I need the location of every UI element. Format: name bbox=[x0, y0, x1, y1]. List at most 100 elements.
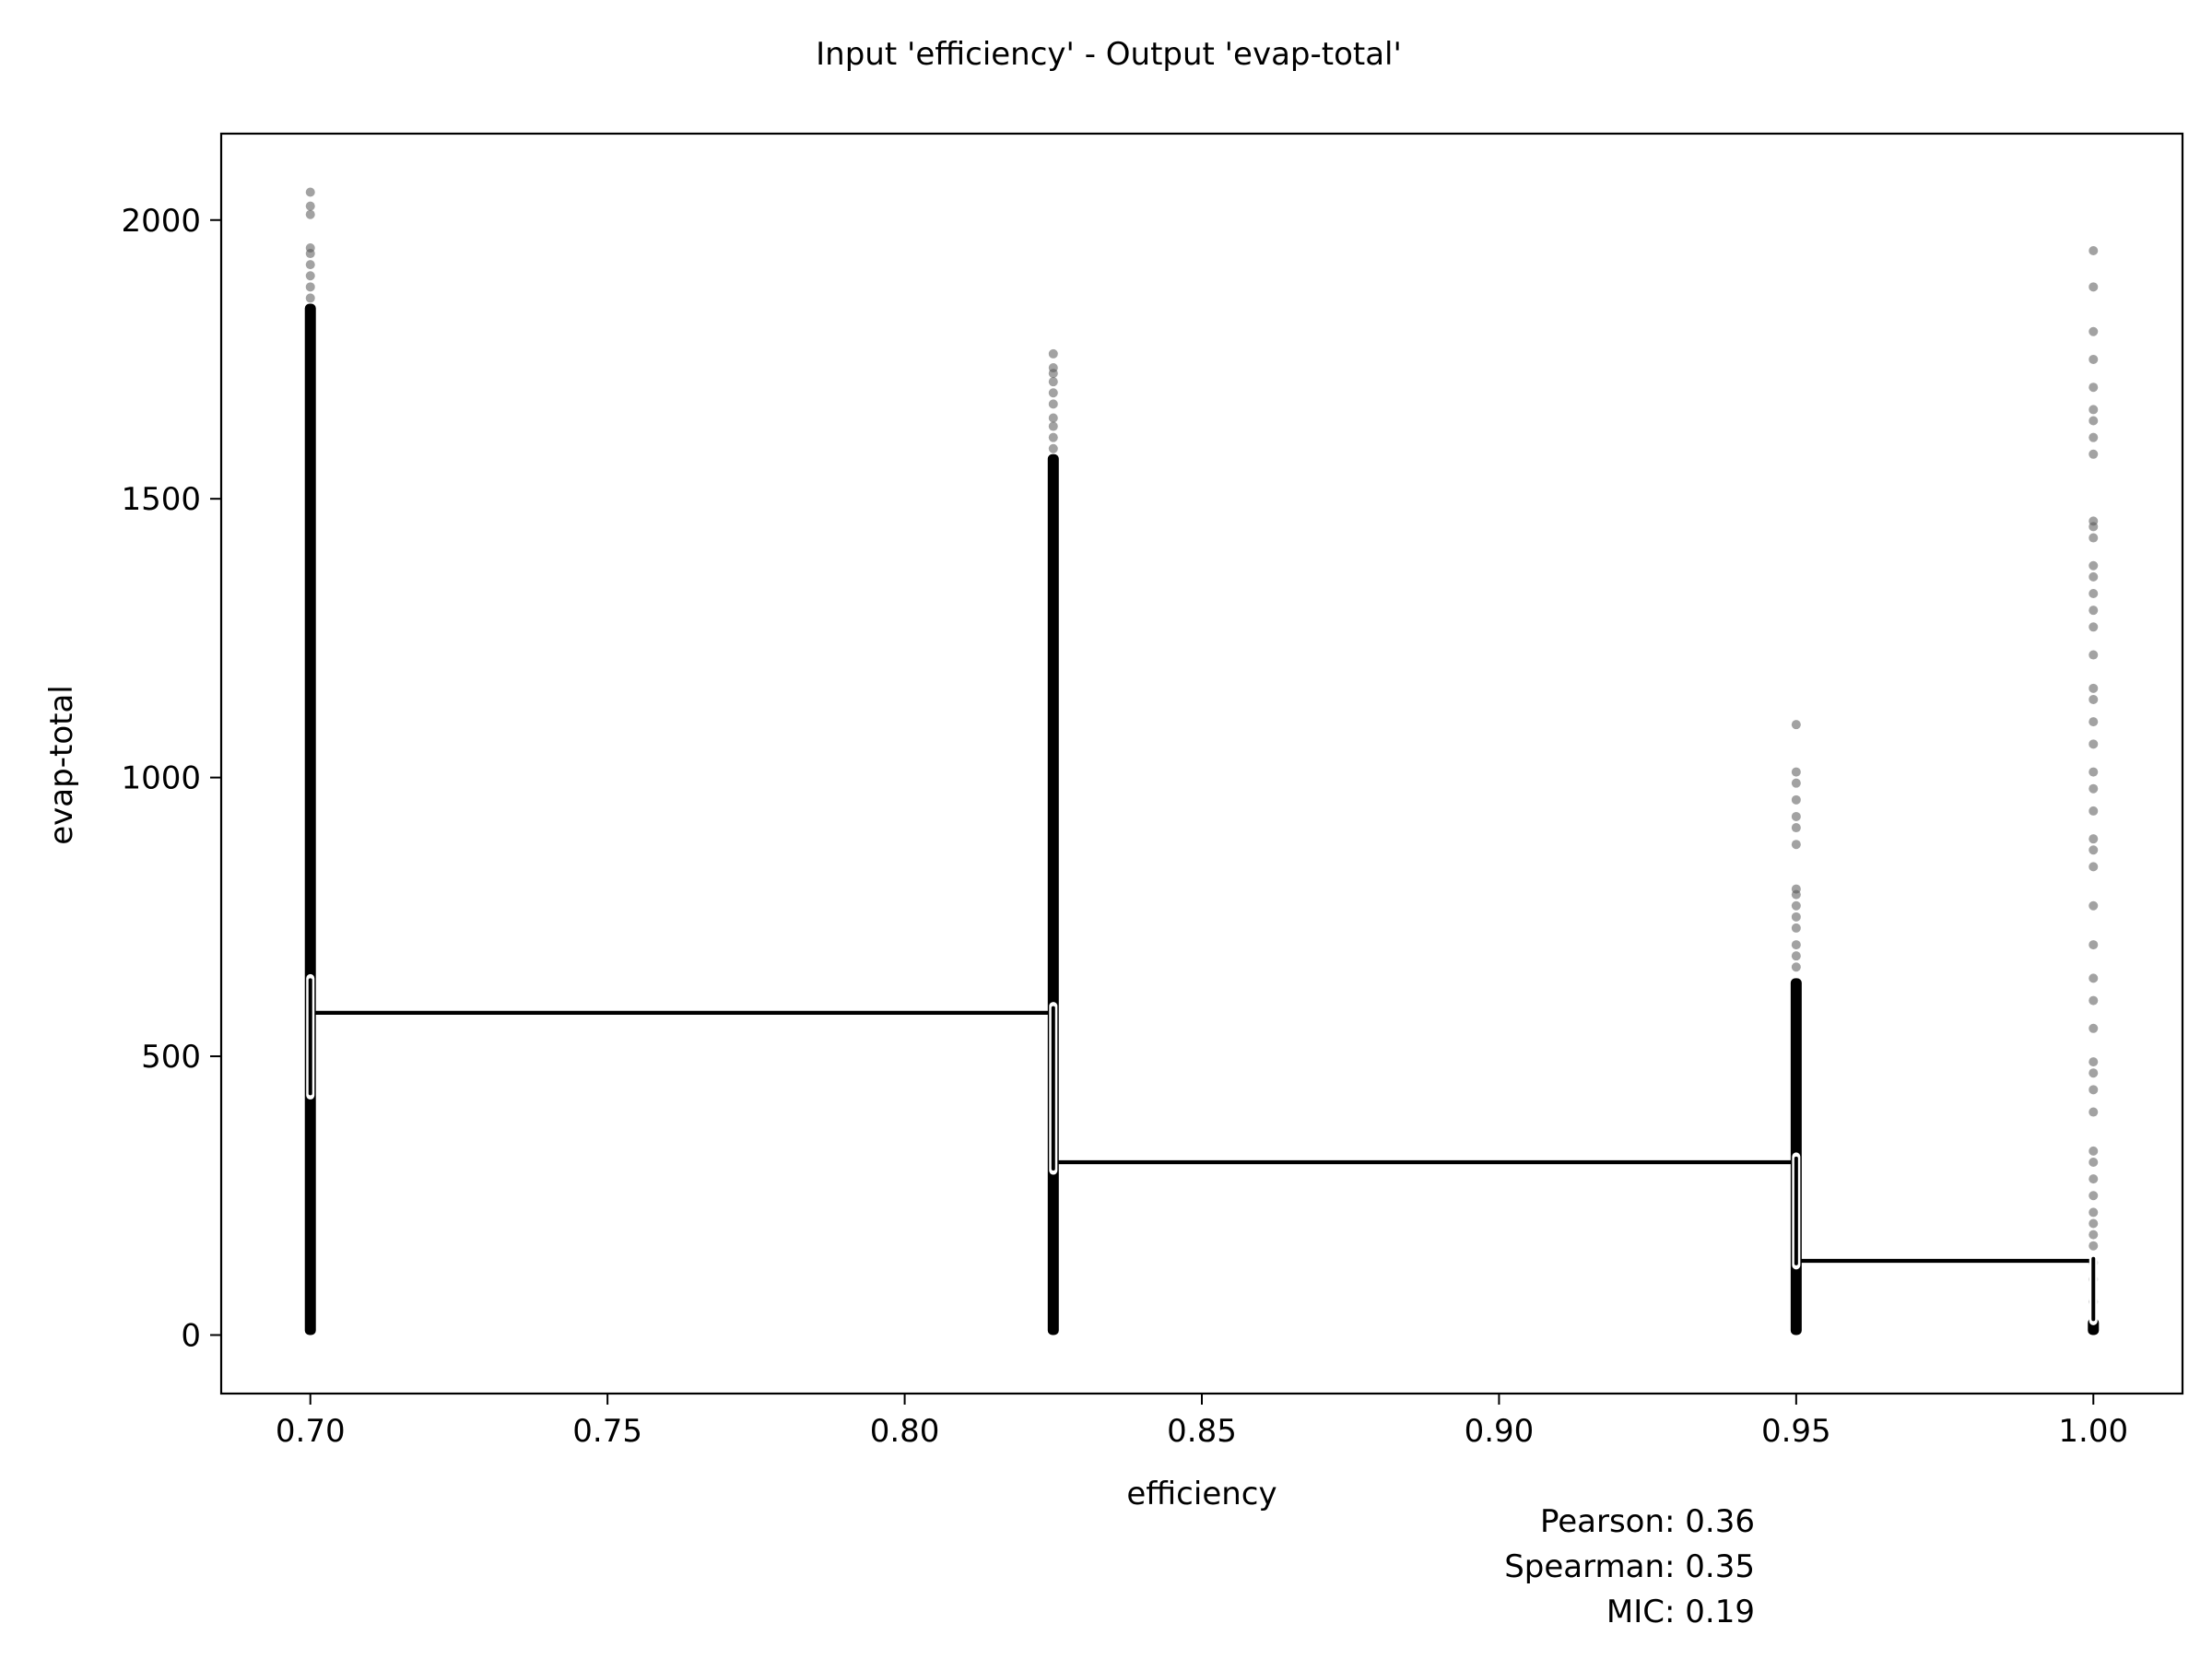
x-axis-label: efficiency bbox=[1126, 1476, 1277, 1512]
scatter-point bbox=[1048, 421, 1058, 431]
x-axis: 0.70 0.75 0.80 0.85 0.90 0.95 1.00 bbox=[276, 1394, 2128, 1450]
mic-annotation: MIC: 0.19 bbox=[1606, 1594, 1755, 1630]
scatter-band bbox=[304, 303, 316, 1335]
scatter-point bbox=[1791, 840, 1801, 850]
scatter-point bbox=[1048, 348, 1058, 359]
scatter-point bbox=[2088, 739, 2099, 749]
scatter-point bbox=[1791, 811, 1801, 821]
scatter-point bbox=[2088, 560, 2099, 571]
scatter-point bbox=[305, 293, 315, 303]
scatter-point bbox=[2088, 862, 2099, 872]
scatter-point bbox=[2088, 1230, 2099, 1240]
scatter-point bbox=[1791, 923, 1801, 933]
scatter-point bbox=[2088, 246, 2099, 256]
y-tick-label: 2000 bbox=[121, 203, 201, 240]
scatter-point bbox=[1791, 823, 1801, 833]
scatter-point bbox=[2088, 940, 2099, 950]
scatter-point bbox=[2088, 1241, 2099, 1251]
x-tick-label: 0.95 bbox=[1761, 1413, 1831, 1450]
scatter-point bbox=[1791, 900, 1801, 911]
x-tick-label: 0.85 bbox=[1167, 1413, 1237, 1450]
scatter-point bbox=[1048, 432, 1058, 442]
scatter-point bbox=[2088, 783, 2099, 794]
scatter-point bbox=[2088, 694, 2099, 704]
scatter-point bbox=[2088, 900, 2099, 911]
scatter-point bbox=[2088, 806, 2099, 816]
scatter-column-1 bbox=[1047, 348, 1059, 1335]
y-axis-label: evap-total bbox=[43, 685, 80, 844]
scatter-point bbox=[1048, 388, 1058, 398]
scatter-point bbox=[2088, 606, 2099, 616]
scatter-point bbox=[2088, 1107, 2099, 1117]
y-tick-label: 500 bbox=[141, 1039, 201, 1076]
y-tick-label: 1500 bbox=[121, 481, 201, 518]
x-tick-label: 0.75 bbox=[572, 1413, 642, 1450]
x-tick-label: 0.70 bbox=[276, 1413, 346, 1450]
scatter-point bbox=[1048, 363, 1058, 373]
pearson-annotation: Pearson: 0.36 bbox=[1540, 1503, 1755, 1540]
scatter-point bbox=[2088, 683, 2099, 693]
x-tick-label: 0.90 bbox=[1465, 1413, 1535, 1450]
y-tick-label: 1000 bbox=[121, 760, 201, 797]
scatter-point bbox=[1791, 912, 1801, 922]
scatter-column-0 bbox=[304, 187, 316, 1335]
scatter-point bbox=[2088, 1057, 2099, 1067]
scatter-point bbox=[305, 271, 315, 281]
scatter-point bbox=[1791, 794, 1801, 805]
scatter-point bbox=[2088, 650, 2099, 660]
scatter-point bbox=[2088, 1085, 2099, 1095]
scatter-point bbox=[1791, 778, 1801, 788]
scatter-point bbox=[2088, 1023, 2099, 1033]
x-tick-label: 0.80 bbox=[870, 1413, 940, 1450]
scatter-point bbox=[305, 187, 315, 197]
scatter-point bbox=[305, 282, 315, 292]
scatter-point bbox=[2088, 571, 2099, 582]
scatter-point bbox=[305, 209, 315, 219]
y-tick-label: 0 bbox=[181, 1317, 201, 1354]
scatter-point bbox=[2088, 405, 2099, 415]
scatter-point bbox=[1791, 940, 1801, 950]
y-axis: 0 500 1000 1500 2000 bbox=[121, 203, 221, 1354]
stats-annotation: Pearson: 0.36 Spearman: 0.35 MIC: 0.19 bbox=[1504, 1503, 1755, 1630]
scatter-point bbox=[1048, 443, 1058, 453]
scatter-point bbox=[2088, 1207, 2099, 1218]
scatter-point bbox=[305, 242, 315, 253]
scatter-point bbox=[305, 260, 315, 270]
x-tick-label: 1.00 bbox=[2058, 1413, 2128, 1450]
scatter-point bbox=[2088, 1068, 2099, 1078]
scatter-point bbox=[2088, 622, 2099, 632]
scatter-point bbox=[2088, 589, 2099, 599]
scatter-point bbox=[305, 201, 315, 211]
spearman-annotation: Spearman: 0.35 bbox=[1504, 1548, 1755, 1585]
scatter-point bbox=[2088, 533, 2099, 543]
scatter-point bbox=[1048, 377, 1058, 387]
scatter-point bbox=[2088, 767, 2099, 777]
scatter-point bbox=[2088, 449, 2099, 459]
scatter-point bbox=[2088, 834, 2099, 844]
scatter-point bbox=[2088, 326, 2099, 336]
scatter-point bbox=[1048, 399, 1058, 409]
scatter-point bbox=[2088, 382, 2099, 393]
chart-title: Input 'efficiency' - Output 'evap-total' bbox=[816, 36, 1402, 73]
scatter-point bbox=[2088, 995, 2099, 1006]
scatter-point bbox=[1791, 884, 1801, 894]
scatter-point bbox=[2088, 1218, 2099, 1229]
scatter-point bbox=[2088, 516, 2099, 526]
scatter-point bbox=[2088, 1174, 2099, 1184]
scatter-point bbox=[2088, 1146, 2099, 1156]
scatter-point bbox=[2088, 1191, 2099, 1201]
scatter-point bbox=[2088, 973, 2099, 983]
scatter-point bbox=[1791, 720, 1801, 730]
scatter-point bbox=[2088, 432, 2099, 442]
scatter-point bbox=[1791, 962, 1801, 972]
scatter-point bbox=[2088, 845, 2099, 855]
plot-area bbox=[304, 187, 2100, 1335]
scatter-column-3 bbox=[2088, 246, 2100, 1335]
scatter-point bbox=[2088, 416, 2099, 426]
scatter-point bbox=[1048, 413, 1058, 423]
scatter-point bbox=[2088, 1157, 2099, 1167]
scatter-band bbox=[1047, 453, 1059, 1335]
scatter-point bbox=[1791, 951, 1801, 961]
